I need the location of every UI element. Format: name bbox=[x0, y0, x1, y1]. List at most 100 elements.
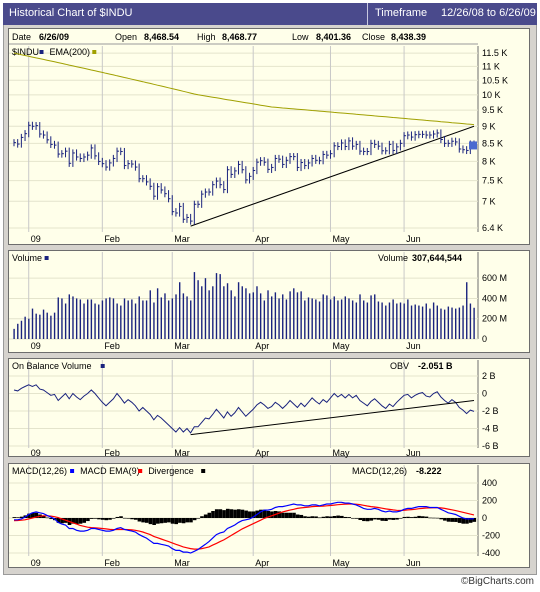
x-tick-label: Jun bbox=[406, 234, 421, 244]
x-tick-label: Feb bbox=[104, 234, 120, 244]
divergence-bar bbox=[443, 518, 447, 521]
volume-bar bbox=[13, 328, 15, 339]
divergence-bar bbox=[328, 516, 333, 518]
y-tick-label: 200 M bbox=[482, 314, 507, 324]
legend-label: Volume bbox=[12, 253, 42, 263]
volume-bar bbox=[282, 294, 284, 339]
volume-bar bbox=[87, 299, 89, 339]
volume-bar bbox=[304, 300, 306, 339]
volume-bar bbox=[112, 298, 115, 339]
volume-bar bbox=[278, 298, 280, 339]
x-tick-label: May bbox=[332, 448, 350, 458]
divergence-bar bbox=[207, 512, 212, 518]
divergence-bar bbox=[97, 518, 101, 520]
divergence-bar bbox=[380, 518, 385, 521]
y-tick-label: 0 bbox=[482, 389, 487, 399]
volume-bar bbox=[311, 298, 313, 339]
divergence-bar bbox=[100, 518, 105, 520]
y-tick-label: 11.5 K bbox=[482, 48, 507, 58]
volume-bar bbox=[46, 312, 48, 339]
volume-bar bbox=[359, 294, 361, 339]
macd-readout-label: MACD(12,26) bbox=[352, 466, 407, 476]
divergence-bar bbox=[185, 518, 190, 523]
divergence-bar bbox=[457, 518, 462, 523]
legend-label: Divergence bbox=[148, 466, 194, 476]
volume-bar bbox=[179, 282, 181, 339]
divergence-bar bbox=[229, 509, 234, 518]
x-tick-label: May bbox=[332, 558, 350, 568]
volume-bar bbox=[208, 290, 210, 339]
last-price-marker bbox=[469, 141, 477, 150]
divergence-bar bbox=[104, 518, 109, 521]
open-label: Open bbox=[115, 32, 137, 42]
title-bar: Historical Chart of $INDU Timeframe 12/2… bbox=[3, 3, 537, 25]
volume-bar bbox=[399, 302, 402, 339]
divergence-bar bbox=[358, 518, 363, 521]
volume-bar bbox=[98, 304, 100, 339]
x-tick-label: Jun bbox=[406, 341, 421, 351]
divergence-bar bbox=[424, 516, 429, 518]
volume-bar bbox=[75, 298, 78, 339]
volume-bar bbox=[237, 282, 240, 339]
volume-bar bbox=[20, 320, 23, 339]
x-tick-label: May bbox=[332, 341, 350, 351]
volume-bar bbox=[116, 303, 118, 339]
y-tick-label: 9 K bbox=[482, 121, 496, 131]
volume-bar bbox=[381, 302, 383, 339]
divergence-bar bbox=[277, 511, 282, 518]
divergence-bar bbox=[303, 516, 307, 518]
volume-bar bbox=[215, 273, 218, 339]
volume-bar bbox=[145, 300, 148, 339]
price-chart: 11.5 K 11 K 10.5 K 10 K 9.5 K 9 K 8.5 K 8 K 7.5 … bbox=[9, 46, 508, 244]
divergence-bar bbox=[314, 516, 318, 518]
divergence-bar bbox=[343, 516, 348, 518]
volume-bar bbox=[219, 274, 221, 339]
divergence-bar bbox=[354, 518, 359, 519]
volume-bar bbox=[289, 291, 291, 339]
volume-bar bbox=[436, 305, 438, 339]
volume-bar bbox=[348, 298, 350, 339]
macd-readout-value: -8.222 bbox=[416, 466, 442, 476]
x-tick-label: Mar bbox=[174, 341, 190, 351]
divergence-bar bbox=[49, 518, 53, 520]
volume-bar bbox=[443, 309, 446, 339]
divergence-bar bbox=[119, 516, 123, 518]
obv-chart: 2 B 0 -2 B -4 B -6 B 09 Feb Mar Apr May Jun On Bala… bbox=[9, 360, 499, 458]
obv-trendline bbox=[190, 400, 475, 436]
divergence-bar bbox=[409, 517, 414, 518]
y-tick-label: -400 bbox=[482, 548, 500, 558]
divergence-bar bbox=[27, 513, 31, 518]
divergence-bar bbox=[60, 518, 64, 524]
volume-bar bbox=[447, 306, 450, 339]
divergence-bar bbox=[167, 518, 171, 523]
volume-bar bbox=[351, 300, 354, 339]
divergence-bar bbox=[12, 517, 17, 518]
y-tick-label: 7 K bbox=[482, 196, 496, 206]
legend-label: EMA(200) bbox=[50, 47, 91, 57]
legend-swatch bbox=[70, 469, 75, 473]
volume-bar bbox=[186, 296, 188, 339]
divergence-bar bbox=[30, 512, 35, 518]
divergence-bar bbox=[211, 511, 215, 518]
volume-bar bbox=[410, 305, 413, 339]
volume-bar bbox=[149, 290, 151, 339]
macd-ema-line bbox=[13, 503, 475, 550]
volume-bar bbox=[462, 305, 464, 339]
divergence-bar bbox=[461, 518, 466, 524]
divergence-bar bbox=[189, 518, 193, 523]
divergence-bar bbox=[137, 518, 142, 522]
volume-bar bbox=[271, 296, 273, 339]
obv-readout-value: -2.051 B bbox=[418, 361, 453, 371]
macd-chart: 400 200 0 -200 -400 09 Feb Mar Apr May Jun MACD(12,… bbox=[9, 465, 500, 568]
volume-bar bbox=[138, 296, 140, 339]
divergence-bar bbox=[19, 516, 24, 518]
divergence-bar bbox=[435, 517, 440, 519]
divergence-bar bbox=[332, 515, 337, 518]
divergence-bar bbox=[288, 512, 293, 518]
y-tick-label: -200 bbox=[482, 531, 500, 541]
divergence-bar bbox=[218, 509, 223, 518]
divergence-bar bbox=[391, 518, 396, 520]
y-tick-label: 6.4 K bbox=[482, 223, 503, 233]
y-tick-label: 0 bbox=[482, 334, 487, 344]
divergence-bar bbox=[233, 509, 237, 518]
